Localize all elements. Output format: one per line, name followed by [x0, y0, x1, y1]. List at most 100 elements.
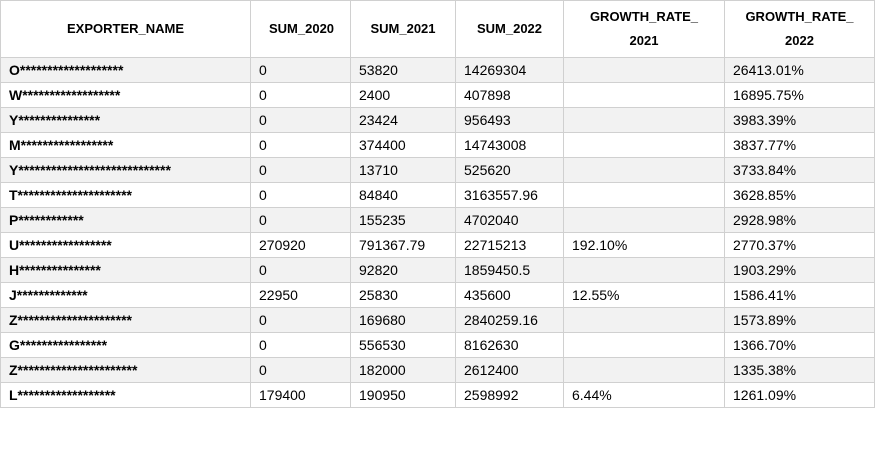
cell: 2770.37% — [724, 232, 875, 258]
exporter-name: Y*************** — [0, 107, 251, 133]
cell: 3733.84% — [724, 157, 875, 183]
cell: 179400 — [250, 382, 351, 408]
column-header: EXPORTER_NAME — [0, 0, 251, 58]
cell: 0 — [250, 182, 351, 208]
cell: 0 — [250, 257, 351, 283]
table-row: M***************** 0 374400 14743008 3837.77… — [0, 132, 875, 158]
cell: 14269304 — [455, 57, 564, 83]
cell — [563, 182, 725, 208]
cell: 1586.41% — [724, 282, 875, 308]
cell: 155235 — [350, 207, 456, 233]
column-header: GROWTH_RATE_ 2022 — [724, 0, 875, 58]
table-row: Z********************** 0 182000 2612400 133… — [0, 357, 875, 383]
cell: 2400 — [350, 82, 456, 108]
cell: 956493 — [455, 107, 564, 133]
cell: 190950 — [350, 382, 456, 408]
exporter-name: T********************* — [0, 182, 251, 208]
cell: 22950 — [250, 282, 351, 308]
exporter-name: J************* — [0, 282, 251, 308]
cell: 182000 — [350, 357, 456, 383]
cell — [563, 157, 725, 183]
cell: 525620 — [455, 157, 564, 183]
cell: 1335.38% — [724, 357, 875, 383]
cell: 3163557.96 — [455, 182, 564, 208]
cell: 2840259.16 — [455, 307, 564, 333]
cell: 12.55% — [563, 282, 725, 308]
cell: 1903.29% — [724, 257, 875, 283]
cell — [563, 132, 725, 158]
cell: 53820 — [350, 57, 456, 83]
cell: 1859450.5 — [455, 257, 564, 283]
table-row: O******************* 0 53820 14269304 26413.… — [0, 57, 875, 83]
cell — [563, 207, 725, 233]
cell — [563, 82, 725, 108]
column-header: GROWTH_RATE_ 2021 — [563, 0, 725, 58]
cell — [563, 332, 725, 358]
column-header: SUM_2021 — [350, 0, 456, 58]
cell — [563, 107, 725, 133]
data-table: EXPORTER_NAME SUM_2020 SUM_2021 SUM_2022 GRO… — [0, 0, 875, 408]
column-header: SUM_2020 — [250, 0, 351, 58]
exporter-name: Z********************** — [0, 357, 251, 383]
cell: 2928.98% — [724, 207, 875, 233]
exporter-name: G**************** — [0, 332, 251, 358]
cell: 2598992 — [455, 382, 564, 408]
cell: 2612400 — [455, 357, 564, 383]
cell: 407898 — [455, 82, 564, 108]
cell: 169680 — [350, 307, 456, 333]
cell — [563, 357, 725, 383]
cell: 1261.09% — [724, 382, 875, 408]
cell: 0 — [250, 332, 351, 358]
table-row: Y**************************** 0 13710 52562… — [0, 157, 875, 183]
cell: 25830 — [350, 282, 456, 308]
cell — [563, 57, 725, 83]
cell: 556530 — [350, 332, 456, 358]
cell: 1366.70% — [724, 332, 875, 358]
cell: 84840 — [350, 182, 456, 208]
cell: 0 — [250, 82, 351, 108]
table-row: G**************** 0 556530 8162630 1366.70% — [0, 332, 875, 358]
table-row: Y*************** 0 23424 956493 3983.39% — [0, 107, 875, 133]
cell — [563, 307, 725, 333]
cell: 3628.85% — [724, 182, 875, 208]
cell: 26413.01% — [724, 57, 875, 83]
table-row: H*************** 0 92820 1859450.5 1903.29% — [0, 257, 875, 283]
cell: 0 — [250, 207, 351, 233]
table-row: Z********************* 0 169680 2840259.16 1… — [0, 307, 875, 333]
cell: 13710 — [350, 157, 456, 183]
cell: 0 — [250, 357, 351, 383]
exporter-name: Z********************* — [0, 307, 251, 333]
cell: 0 — [250, 57, 351, 83]
cell: 3983.39% — [724, 107, 875, 133]
cell: 4702040 — [455, 207, 564, 233]
cell: 22715213 — [455, 232, 564, 258]
cell: 0 — [250, 157, 351, 183]
table-row: P************ 0 155235 4702040 2928.98% — [0, 207, 875, 233]
cell: 374400 — [350, 132, 456, 158]
cell: 6.44% — [563, 382, 725, 408]
cell — [563, 257, 725, 283]
table-row: W****************** 0 2400 407898 16895.75% — [0, 82, 875, 108]
exporter-name: Y**************************** — [0, 157, 251, 183]
exporter-name: O******************* — [0, 57, 251, 83]
cell: 3837.77% — [724, 132, 875, 158]
cell: 16895.75% — [724, 82, 875, 108]
column-header: SUM_2022 — [455, 0, 564, 58]
cell: 23424 — [350, 107, 456, 133]
table-row: L****************** 179400 190950 2598992 6.… — [0, 382, 875, 408]
cell: 92820 — [350, 257, 456, 283]
table-row: J************* 22950 25830 435600 12.55% 1586… — [0, 282, 875, 308]
exporter-name: P************ — [0, 207, 251, 233]
cell: 14743008 — [455, 132, 564, 158]
cell: 0 — [250, 132, 351, 158]
exporter-name: M***************** — [0, 132, 251, 158]
header-row: EXPORTER_NAME SUM_2020 SUM_2021 SUM_2022 GRO… — [0, 0, 875, 58]
cell: 791367.79 — [350, 232, 456, 258]
cell: 0 — [250, 107, 351, 133]
cell: 192.10% — [563, 232, 725, 258]
cell: 0 — [250, 307, 351, 333]
exporter-name: L****************** — [0, 382, 251, 408]
exporter-name: W****************** — [0, 82, 251, 108]
exporter-name: H*************** — [0, 257, 251, 283]
